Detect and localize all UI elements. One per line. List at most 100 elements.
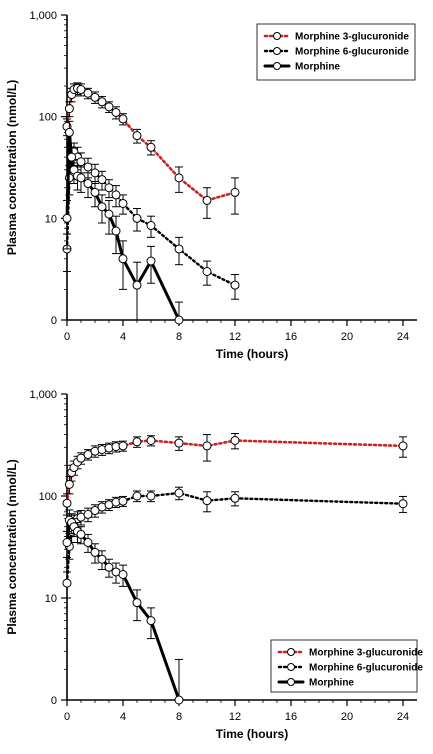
data-point-m3g	[111, 107, 121, 117]
legend-label-m6g: Morphine 6-glucuronide	[309, 663, 423, 674]
data-point-morphine	[67, 152, 77, 162]
legend-label-m3g: Morphine 3-glucuronide	[309, 648, 423, 659]
data-point-morphine	[174, 695, 184, 705]
data-point-m6g	[90, 168, 100, 178]
data-point-m3g	[104, 102, 114, 112]
data-point-m6g	[111, 190, 121, 200]
data-point-m6g	[230, 280, 240, 290]
data-point-m3g	[118, 441, 128, 451]
data-point-m3g	[146, 142, 156, 152]
data-point-m6g	[398, 499, 408, 509]
x-tick-label: 0	[64, 711, 70, 723]
data-point-m6g	[202, 266, 212, 276]
data-point-m3g	[83, 88, 93, 98]
x-tick-label: 8	[176, 711, 182, 723]
data-point-morphine	[146, 616, 156, 626]
data-point-morphine	[62, 213, 72, 223]
data-point-m3g	[202, 195, 212, 205]
data-point-morphine	[90, 187, 100, 197]
y-tick-label: 1,000	[29, 389, 57, 401]
data-point-morphine	[146, 256, 156, 266]
data-point-m6g	[104, 183, 114, 193]
y-tick-label: 10	[45, 213, 57, 225]
data-point-morphine	[83, 538, 93, 548]
data-point-m3g	[118, 114, 128, 124]
data-point-m6g	[118, 496, 128, 506]
legend-swatch-marker-m6g	[273, 47, 281, 55]
data-point-morphine	[132, 280, 142, 290]
data-point-m3g	[76, 453, 86, 463]
y-tick-label: 0	[51, 315, 57, 327]
legend-label-m3g: Morphine 3-glucuronide	[295, 32, 409, 43]
data-point-morphine	[62, 538, 72, 548]
data-point-m6g	[174, 244, 184, 254]
data-point-m3g	[132, 437, 142, 447]
x-tick-label: 20	[341, 711, 353, 723]
data-point-m6g	[132, 213, 142, 223]
y-tick-label: 0	[51, 695, 57, 707]
x-tick-label: 4	[120, 331, 126, 343]
data-point-m3g	[97, 97, 107, 107]
data-point-m6g	[174, 488, 184, 498]
data-point-m6g	[83, 162, 93, 172]
data-point-m6g	[118, 198, 128, 208]
data-point-m3g	[398, 441, 408, 451]
legend-label-morphine: Morphine	[295, 62, 340, 73]
data-point-morphine	[118, 569, 128, 579]
data-point-m6g	[76, 157, 86, 167]
series-line-morphine	[65, 518, 181, 702]
data-point-morphine	[118, 254, 128, 264]
data-point-m6g	[132, 491, 142, 501]
legend-label-morphine: Morphine	[309, 678, 354, 689]
y-axis-title: Plasma concentration (nmol/L)	[5, 80, 19, 255]
data-point-m3g	[64, 479, 74, 489]
x-tick-label: 16	[285, 331, 297, 343]
y-tick-label: 100	[39, 112, 57, 124]
data-point-m6g	[202, 496, 212, 506]
chart-panel-top: 0 10 100 1,000 0 4 8 12 16 20 24 Time (hours) Plasma…	[5, 10, 417, 361]
data-point-m3g	[174, 173, 184, 183]
legend-box	[256, 23, 416, 81]
x-axis-title: Time (hours)	[216, 727, 288, 741]
data-point-morphine	[97, 202, 107, 212]
data-point-m3g	[202, 441, 212, 451]
data-point-morphine	[90, 547, 100, 557]
legend-swatch-marker-m3g	[287, 648, 295, 656]
data-point-morphine	[104, 209, 114, 219]
data-point-m3g	[174, 438, 184, 448]
x-tick-label: 4	[120, 711, 126, 723]
y-tick-label: 10	[45, 593, 57, 605]
x-tick-label: 24	[397, 331, 409, 343]
data-point-morphine	[76, 529, 86, 539]
data-point-m6g	[62, 578, 72, 588]
legend-swatch-marker-m6g	[287, 663, 295, 671]
data-point-m3g	[76, 85, 86, 95]
data-point-morphine	[111, 226, 121, 236]
data-point-morphine	[104, 562, 114, 572]
data-point-m6g	[90, 506, 100, 516]
x-axis-title: Time (hours)	[216, 347, 288, 361]
data-point-morphine	[76, 173, 86, 183]
data-point-m6g	[83, 509, 93, 519]
legend-swatch-marker-morphine	[273, 62, 281, 70]
data-point-m6g	[230, 493, 240, 503]
legend-swatch-marker-morphine	[287, 678, 295, 686]
x-tick-label: 16	[285, 711, 297, 723]
x-tick-label: 12	[229, 711, 241, 723]
data-point-m3g	[230, 436, 240, 446]
data-point-m3g	[146, 436, 156, 446]
x-tick-label: 8	[176, 331, 182, 343]
data-point-morphine	[97, 554, 107, 564]
y-tick-label: 1,000	[29, 10, 57, 22]
data-point-m3g	[62, 498, 72, 508]
x-tick-label: 20	[341, 331, 353, 343]
y-axis-title: Plasma concentration (nmol/L)	[5, 459, 19, 634]
y-tick-label: 100	[39, 491, 57, 503]
data-point-m3g	[132, 131, 142, 141]
legend-label-m6g: Morphine 6-glucuronide	[295, 47, 409, 58]
data-point-morphine	[132, 598, 142, 608]
data-point-morphine	[64, 127, 74, 137]
data-point-morphine	[83, 179, 93, 189]
data-point-m3g	[230, 187, 240, 197]
